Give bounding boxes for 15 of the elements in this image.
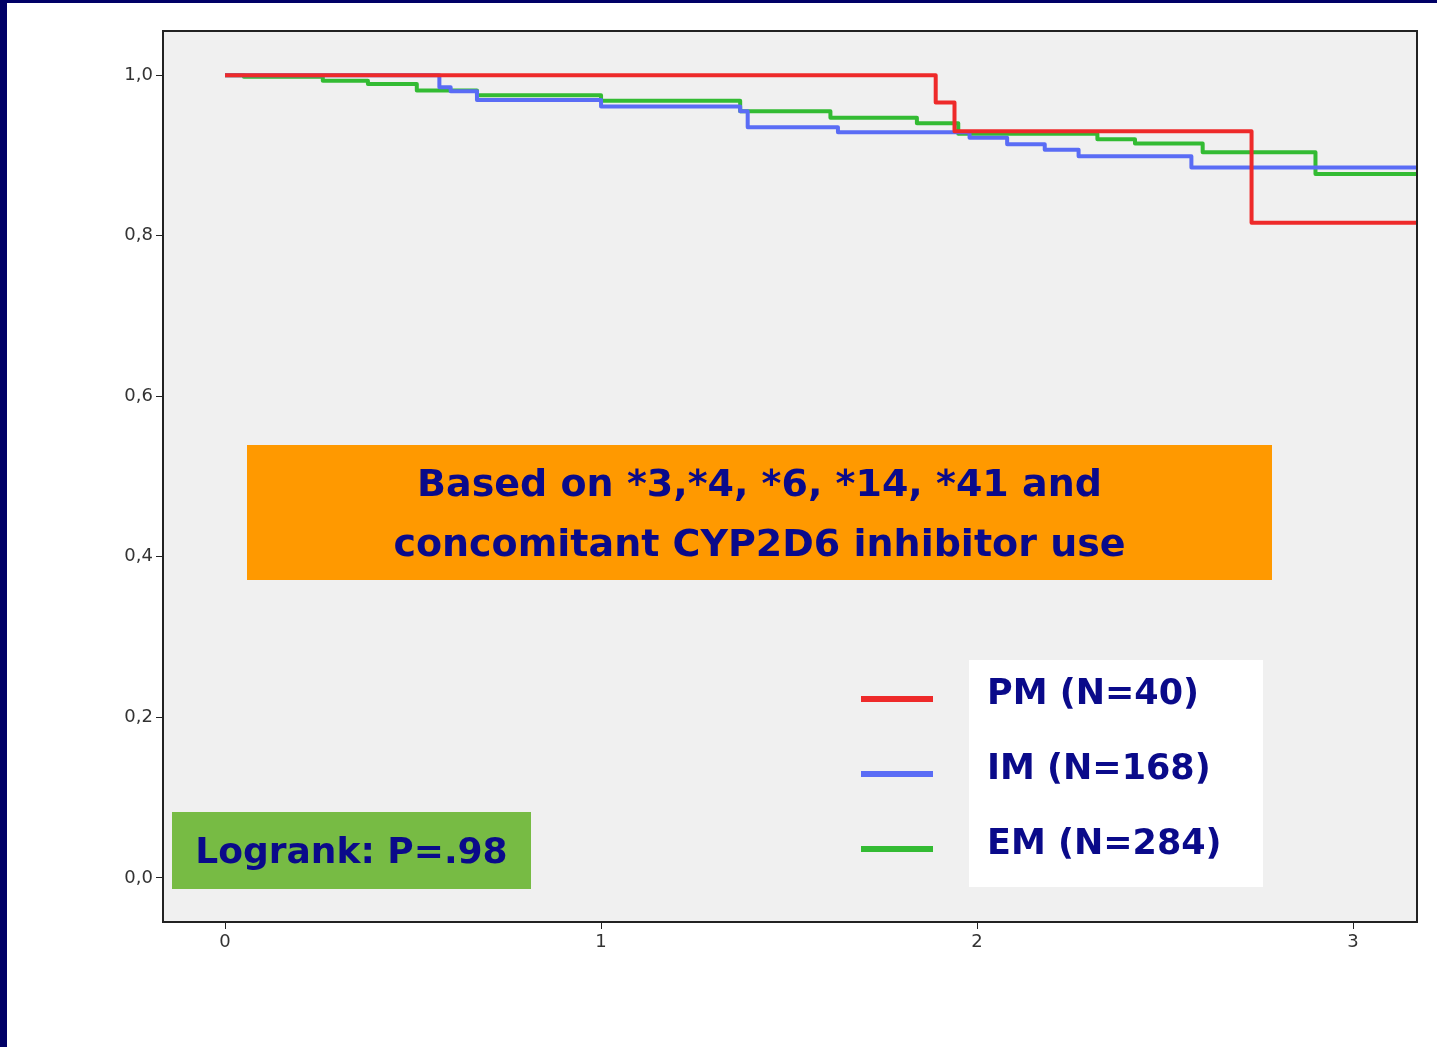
y-tick-label: 0,2 xyxy=(124,704,153,726)
y-tick-label: 1,0 xyxy=(124,62,153,84)
y-tick-label: 0,6 xyxy=(124,383,153,405)
legend-label: IM (N=168) xyxy=(987,747,1211,787)
x-tick-label: 1 xyxy=(595,930,607,952)
x-tick-label: 2 xyxy=(971,930,983,952)
callout-box: Logrank: P=.98 xyxy=(172,812,531,889)
y-tick-label: 0,0 xyxy=(124,865,153,887)
callout-box: Based on *3,*4, *6, *14, *41 and concomitant CYP2D6 inhibitor use xyxy=(247,445,1272,580)
y-tick-label: 0,8 xyxy=(124,223,153,245)
legend-label: EM (N=284) xyxy=(987,822,1222,862)
x-tick-label: 0 xyxy=(219,930,231,952)
legend-label: PM (N=40) xyxy=(987,672,1199,712)
x-tick-label: 3 xyxy=(1347,930,1359,952)
y-tick-label: 0,4 xyxy=(124,544,153,566)
